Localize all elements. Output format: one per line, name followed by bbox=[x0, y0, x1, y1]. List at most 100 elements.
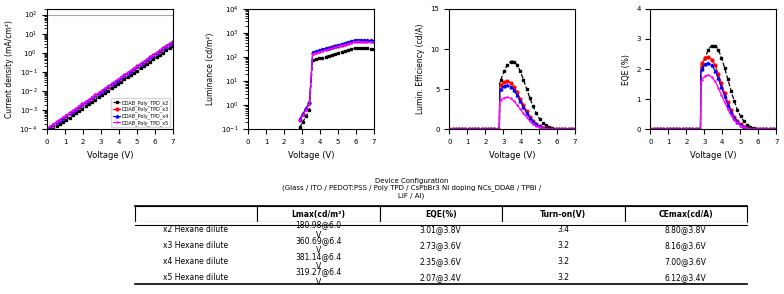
DDAB_Poly_TPD_x5 bbox=[139, 60, 148, 63]
DDAB_Poly_TPD_x4 bbox=[68, 109, 78, 113]
DDAB_Poly_TPD_x5 bbox=[71, 107, 81, 110]
DDAB_Poly_TPD_x3 bbox=[100, 87, 110, 91]
X-axis label: Voltage (V): Voltage (V) bbox=[288, 151, 334, 160]
DDAB_Poly_TPD_x5 bbox=[97, 89, 107, 92]
DDAB_Poly_TPD_x4 bbox=[165, 42, 174, 46]
DDAB_Poly_TPD_x3 bbox=[162, 44, 171, 48]
DDAB_Poly_TPD_x2 bbox=[139, 64, 148, 68]
DDAB_Poly_TPD_x4 bbox=[84, 98, 93, 101]
DDAB_Poly_TPD_x4 bbox=[132, 64, 142, 68]
DDAB_Poly_TPD_x2 bbox=[94, 96, 103, 99]
DDAB_Poly_TPD_x3 bbox=[149, 54, 158, 57]
DDAB_Poly_TPD_x3 bbox=[45, 125, 55, 128]
Line: DDAB_Poly_TPD_x4: DDAB_Poly_TPD_x4 bbox=[45, 40, 174, 130]
DDAB_Poly_TPD_x5 bbox=[110, 80, 119, 83]
DDAB_Poly_TPD_x3 bbox=[146, 56, 155, 59]
DDAB_Poly_TPD_x5 bbox=[100, 87, 110, 90]
DDAB_Poly_TPD_x4 bbox=[42, 127, 52, 131]
DDAB_Poly_TPD_x3 bbox=[107, 83, 116, 86]
DDAB_Poly_TPD_x5 bbox=[49, 122, 58, 126]
DDAB_Poly_TPD_x4 bbox=[107, 82, 116, 86]
DDAB_Poly_TPD_x3 bbox=[49, 123, 58, 126]
DDAB_Poly_TPD_x2 bbox=[55, 123, 64, 126]
DDAB_Poly_TPD_x3 bbox=[94, 91, 103, 95]
X-axis label: Voltage (V): Voltage (V) bbox=[87, 151, 133, 160]
DDAB_Poly_TPD_x4 bbox=[117, 76, 126, 79]
DDAB_Poly_TPD_x5 bbox=[84, 98, 93, 101]
DDAB_Poly_TPD_x3 bbox=[97, 89, 107, 93]
X-axis label: Voltage (V): Voltage (V) bbox=[690, 151, 736, 160]
DDAB_Poly_TPD_x4 bbox=[146, 55, 155, 59]
DDAB_Poly_TPD_x2 bbox=[152, 55, 162, 59]
DDAB_Poly_TPD_x2 bbox=[97, 93, 107, 97]
DDAB_Poly_TPD_x2 bbox=[88, 100, 97, 103]
DDAB_Poly_TPD_x3 bbox=[74, 105, 84, 108]
DDAB_Poly_TPD_x4 bbox=[158, 46, 168, 50]
DDAB_Poly_TPD_x5 bbox=[158, 46, 168, 50]
DDAB_Poly_TPD_x3 bbox=[103, 85, 113, 88]
DDAB_Poly_TPD_x2 bbox=[45, 129, 55, 133]
DDAB_Poly_TPD_x3 bbox=[117, 76, 126, 79]
DDAB_Poly_TPD_x4 bbox=[100, 87, 110, 90]
DDAB_Poly_TPD_x4 bbox=[97, 89, 107, 93]
DDAB_Poly_TPD_x3 bbox=[55, 118, 64, 122]
DDAB_Poly_TPD_x4 bbox=[142, 58, 151, 61]
DDAB_Poly_TPD_x4 bbox=[126, 69, 136, 72]
DDAB_Poly_TPD_x3 bbox=[81, 101, 90, 104]
DDAB_Poly_TPD_x3 bbox=[168, 40, 177, 44]
Y-axis label: Current density (mA/cm²): Current density (mA/cm²) bbox=[5, 20, 14, 118]
DDAB_Poly_TPD_x4 bbox=[120, 73, 129, 77]
DDAB_Poly_TPD_x2 bbox=[132, 69, 142, 72]
DDAB_Poly_TPD_x4 bbox=[103, 84, 113, 88]
DDAB_Poly_TPD_x4 bbox=[71, 107, 81, 111]
DDAB_Poly_TPD_x5 bbox=[126, 69, 136, 72]
DDAB_Poly_TPD_x3 bbox=[126, 69, 136, 73]
DDAB_Poly_TPD_x2 bbox=[120, 78, 129, 81]
X-axis label: Voltage (V): Voltage (V) bbox=[489, 151, 535, 160]
DDAB_Poly_TPD_x5 bbox=[120, 73, 129, 77]
DDAB_Poly_TPD_x3 bbox=[71, 107, 81, 111]
DDAB_Poly_TPD_x2 bbox=[100, 91, 110, 95]
DDAB_Poly_TPD_x3 bbox=[62, 114, 71, 117]
DDAB_Poly_TPD_x5 bbox=[165, 42, 174, 45]
DDAB_Poly_TPD_x5 bbox=[55, 118, 64, 121]
DDAB_Poly_TPD_x3 bbox=[155, 49, 165, 52]
Line: DDAB_Poly_TPD_x2: DDAB_Poly_TPD_x2 bbox=[45, 44, 174, 135]
DDAB_Poly_TPD_x2 bbox=[110, 84, 119, 88]
DDAB_Poly_TPD_x5 bbox=[123, 71, 132, 74]
DDAB_Poly_TPD_x4 bbox=[81, 100, 90, 104]
DDAB_Poly_TPD_x5 bbox=[74, 104, 84, 108]
DDAB_Poly_TPD_x3 bbox=[84, 98, 93, 102]
DDAB_Poly_TPD_x4 bbox=[74, 105, 84, 108]
DDAB_Poly_TPD_x3 bbox=[42, 127, 52, 131]
DDAB_Poly_TPD_x4 bbox=[94, 91, 103, 95]
DDAB_Poly_TPD_x2 bbox=[126, 73, 136, 77]
DDAB_Poly_TPD_x2 bbox=[168, 44, 177, 48]
DDAB_Poly_TPD_x4 bbox=[62, 113, 71, 117]
DDAB_Poly_TPD_x3 bbox=[123, 71, 132, 75]
DDAB_Poly_TPD_x4 bbox=[123, 71, 132, 75]
DDAB_Poly_TPD_x2 bbox=[103, 89, 113, 92]
DDAB_Poly_TPD_x2 bbox=[162, 49, 171, 52]
DDAB_Poly_TPD_x3 bbox=[129, 67, 139, 70]
DDAB_Poly_TPD_x3 bbox=[120, 74, 129, 77]
Line: DDAB_Poly_TPD_x5: DDAB_Poly_TPD_x5 bbox=[45, 40, 174, 130]
DDAB_Poly_TPD_x2 bbox=[62, 118, 71, 121]
DDAB_Poly_TPD_x5 bbox=[81, 100, 90, 103]
DDAB_Poly_TPD_x5 bbox=[152, 51, 162, 54]
DDAB_Poly_TPD_x3 bbox=[113, 78, 122, 81]
DDAB_Poly_TPD_x4 bbox=[91, 93, 100, 97]
Text: Device Configuration
(Glass / ITO / PEDOT:PSS / Poly TPD / CsPbBr3 Ni doping NCs: Device Configuration (Glass / ITO / PEDO… bbox=[282, 178, 541, 199]
DDAB_Poly_TPD_x2 bbox=[59, 120, 68, 124]
DDAB_Poly_TPD_x3 bbox=[132, 65, 142, 68]
DDAB_Poly_TPD_x5 bbox=[107, 82, 116, 86]
DDAB_Poly_TPD_x3 bbox=[65, 112, 74, 115]
DDAB_Poly_TPD_x5 bbox=[103, 84, 113, 88]
DDAB_Poly_TPD_x2 bbox=[107, 87, 116, 90]
DDAB_Poly_TPD_x5 bbox=[117, 75, 126, 79]
DDAB_Poly_TPD_x5 bbox=[52, 120, 61, 124]
DDAB_Poly_TPD_x4 bbox=[129, 67, 139, 70]
DDAB_Poly_TPD_x5 bbox=[65, 111, 74, 115]
DDAB_Poly_TPD_x4 bbox=[152, 51, 162, 54]
DDAB_Poly_TPD_x2 bbox=[52, 125, 61, 128]
